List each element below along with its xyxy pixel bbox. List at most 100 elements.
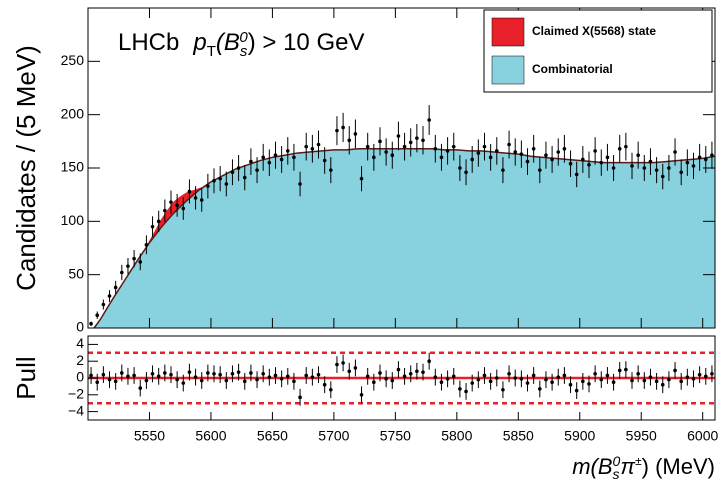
data-point <box>304 144 309 149</box>
data-point <box>697 155 702 160</box>
pull-point <box>304 373 309 378</box>
data-point <box>212 179 216 183</box>
pull-point <box>642 378 647 383</box>
pull-point <box>605 373 610 378</box>
data-point <box>335 128 339 133</box>
pull-point <box>476 377 481 382</box>
pull-y-tick-label: 4 <box>76 335 84 351</box>
pull-point <box>322 382 327 387</box>
pull-point <box>648 375 653 379</box>
x-tick-label: 5600 <box>195 428 226 444</box>
pull-point <box>574 388 579 393</box>
pull-point <box>630 378 634 383</box>
data-point <box>372 155 376 160</box>
data-point <box>365 144 370 149</box>
pull-point <box>95 380 100 385</box>
pull-point <box>611 380 616 385</box>
pull-point <box>120 371 124 375</box>
data-point <box>101 302 106 307</box>
x-tick-label: 5700 <box>318 428 349 444</box>
data-point <box>236 166 241 170</box>
combinatorial-area <box>94 148 716 328</box>
pull-point <box>513 376 518 380</box>
data-point <box>384 150 388 154</box>
pull-point <box>292 379 296 384</box>
x-label-text: π <box>620 454 636 479</box>
data-point <box>199 198 204 202</box>
pull-point <box>212 372 216 376</box>
pull-point <box>703 374 708 379</box>
data-point <box>470 157 474 162</box>
data-point <box>660 174 665 179</box>
y-tick-label: 250 <box>61 52 85 68</box>
pull-point <box>378 371 382 375</box>
pull-point <box>329 387 333 392</box>
legend-swatch <box>491 17 525 47</box>
pull-point <box>415 369 419 374</box>
pull-point <box>193 375 198 379</box>
pull-point <box>636 372 640 376</box>
data-point <box>138 260 143 264</box>
pull-point <box>408 372 413 376</box>
x-label-text: m <box>572 454 590 479</box>
data-point <box>163 208 167 213</box>
pull-point <box>236 370 241 374</box>
data-point <box>611 166 616 170</box>
data-point <box>654 168 659 172</box>
data-point <box>476 151 481 155</box>
y-tick-label: 150 <box>61 159 85 175</box>
data-point <box>230 170 235 175</box>
data-point <box>316 142 321 147</box>
data-point <box>636 153 640 157</box>
pull-axis-label: Pull <box>11 356 41 399</box>
x-label-text: 0 <box>613 453 621 469</box>
data-point <box>433 147 438 151</box>
pull-point <box>249 371 253 375</box>
data-point <box>310 147 315 151</box>
pull-point <box>310 375 315 379</box>
data-point <box>267 160 272 165</box>
pull-point <box>255 377 259 382</box>
data-point <box>169 200 173 204</box>
legend-label: Claimed X(5568) state <box>532 24 656 38</box>
pull-point <box>273 373 278 378</box>
data-point <box>347 138 352 143</box>
data-point <box>120 270 124 275</box>
x-tick-label: 5900 <box>564 428 595 444</box>
data-point <box>685 160 690 165</box>
pull-point <box>488 379 493 384</box>
data-point <box>95 313 100 318</box>
data-point <box>206 184 210 188</box>
annotation-text: p <box>192 29 206 56</box>
data-point <box>445 149 450 153</box>
data-point <box>359 176 364 181</box>
pull-point <box>132 373 136 378</box>
pull-point <box>556 375 561 379</box>
data-point <box>574 172 579 177</box>
pull-point <box>654 379 659 384</box>
annotation: LHCb pT(Bs0) > 10 GeV <box>118 29 364 60</box>
pull-point <box>525 381 530 385</box>
data-point <box>421 138 425 143</box>
data-point <box>279 157 284 162</box>
data-point <box>439 155 444 160</box>
data-point <box>427 118 431 122</box>
data-point <box>175 203 179 208</box>
pull-point <box>685 375 690 379</box>
legend-label: Combinatorial <box>532 62 613 76</box>
pull-y-tick-label: 2 <box>76 352 84 368</box>
pull-point <box>316 372 321 377</box>
pull-point <box>544 377 548 382</box>
pull-point <box>531 373 536 378</box>
data-point <box>501 168 505 172</box>
data-point <box>390 153 395 157</box>
pull-point <box>458 387 462 391</box>
pull-point <box>581 379 585 384</box>
pull-point <box>433 375 438 379</box>
data-point <box>624 144 628 149</box>
data-point <box>113 285 118 290</box>
data-point <box>224 182 229 186</box>
pull-point <box>624 367 628 372</box>
pull-point <box>187 370 192 374</box>
